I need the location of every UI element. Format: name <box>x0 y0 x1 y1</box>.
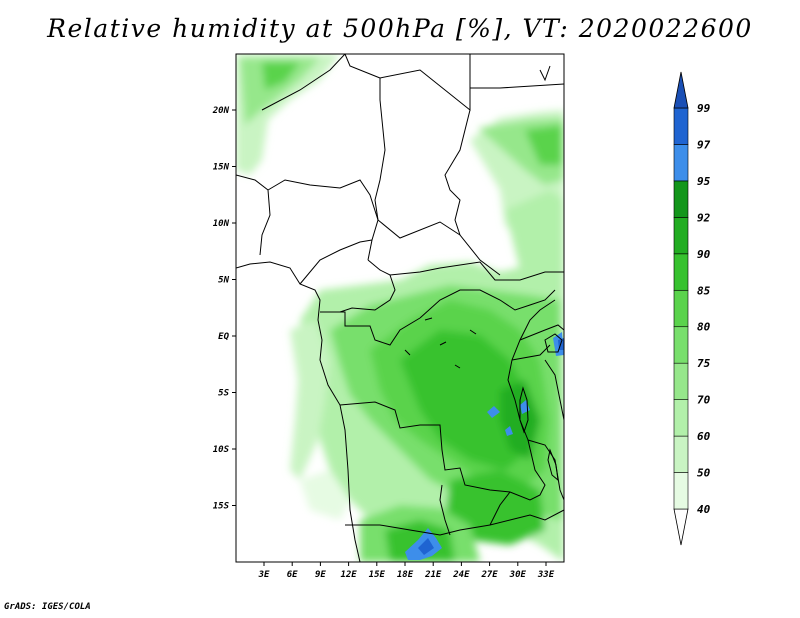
plot-title: Relative humidity at 500hPa [%], VT: 202… <box>47 14 753 43</box>
lon-tick-label: 18E <box>397 570 414 580</box>
lon-tick-label: 24E <box>452 570 470 580</box>
lon-tick-label: 3E <box>258 570 270 580</box>
lon-tick-label: 6E <box>287 570 298 580</box>
map-frame <box>235 53 565 563</box>
humidity-field <box>236 54 564 562</box>
grads-credit: GrADS: IGES/COLA <box>4 602 91 612</box>
latitude-axis: 20N 15N 10N 5N EQ 5S 10S 15S <box>212 106 236 512</box>
colorbar-level-label: 80 <box>697 321 711 334</box>
lat-tick-label: EQ <box>218 332 229 342</box>
longitude-axis: 3E 6E 9E 12E 15E 18E 21E 24E 27E 30E 33E <box>258 562 555 580</box>
country-boundaries <box>236 54 564 562</box>
colorbar-level-label: 92 <box>697 211 711 224</box>
saturation-spots <box>405 332 564 560</box>
colorbar-level-label: 60 <box>697 430 711 443</box>
lat-tick-label: 15S <box>213 502 230 512</box>
colorbar-swatch <box>673 399 689 437</box>
lon-tick-label: 27E <box>480 570 498 580</box>
lon-tick-label: 9E <box>315 570 326 580</box>
lat-tick-label: 10S <box>213 445 230 455</box>
colorbar-swatch <box>673 144 689 182</box>
lat-tick-label: 5S <box>218 389 229 399</box>
colorbar-swatch <box>673 217 689 255</box>
lon-tick-label: 15E <box>369 570 386 580</box>
colorbar-max-arrow <box>673 71 689 109</box>
colorbar-level-label: 75 <box>697 357 711 370</box>
colorbar-swatch <box>673 253 689 291</box>
colorbar-swatch <box>673 289 689 328</box>
colorbar-level-label: 85 <box>697 284 711 297</box>
colorbar-swatch <box>673 107 689 145</box>
colorbar-level-label: 99 <box>697 102 711 115</box>
colorbar-swatch <box>673 180 689 218</box>
colorbar-swatch <box>673 362 689 400</box>
lat-tick-label: 15N <box>213 163 230 173</box>
lon-tick-label: 33E <box>537 570 555 580</box>
lat-tick-label: 5N <box>218 276 229 286</box>
lat-tick-label: 20N <box>212 106 230 116</box>
colorbar-level-label: 50 <box>697 467 711 480</box>
colorbar-level-label: 95 <box>697 175 711 188</box>
colorbar: 40 50 60 70 75 80 85 90 92 95 97 99 <box>673 71 711 546</box>
colorbar-level-label: 97 <box>697 138 711 151</box>
colorbar-level-label: 40 <box>697 503 711 516</box>
colorbar-swatch <box>673 435 689 473</box>
colorbar-min-arrow <box>673 508 689 546</box>
lon-tick-label: 30E <box>509 570 527 580</box>
colorbar-level-label: 90 <box>697 248 711 261</box>
lat-tick-label: 10N <box>213 219 230 229</box>
colorbar-swatch <box>673 472 689 510</box>
colorbar-level-label: 70 <box>697 394 711 407</box>
lon-tick-label: 12E <box>340 570 357 580</box>
lon-tick-label: 21E <box>424 570 442 580</box>
colorbar-swatch <box>673 326 689 364</box>
